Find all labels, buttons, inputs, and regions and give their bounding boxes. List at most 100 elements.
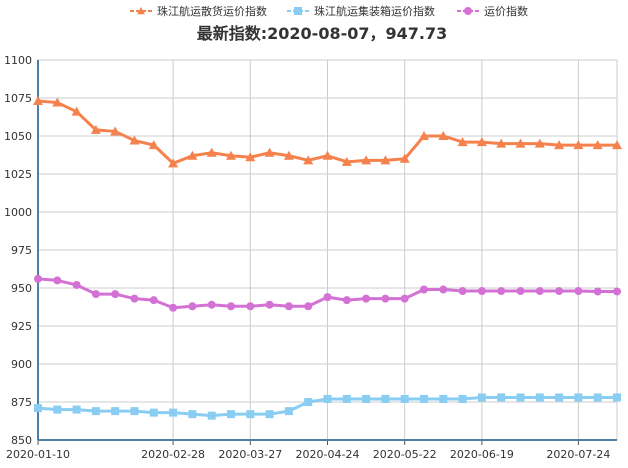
data-point xyxy=(304,302,313,311)
data-point xyxy=(168,158,179,168)
y-tick-label: 1075 xyxy=(4,92,32,105)
data-point xyxy=(284,407,293,416)
data-point xyxy=(381,294,390,303)
data-point xyxy=(188,410,197,419)
y-tick-label: 850 xyxy=(11,434,32,447)
data-point xyxy=(458,287,467,296)
legend-label: 珠江航运集装箱运价指数 xyxy=(314,4,435,18)
data-point xyxy=(137,7,145,15)
legend-item[interactable]: 运价指数 xyxy=(457,4,528,18)
data-point xyxy=(457,137,468,147)
y-tick-label: 900 xyxy=(11,358,32,371)
series xyxy=(34,393,621,420)
legend: 珠江航运散货运价指数 珠江航运集装箱运价指数 运价指数 xyxy=(130,4,528,18)
data-point xyxy=(129,135,140,145)
data-point xyxy=(362,394,371,403)
data-point xyxy=(188,302,197,311)
data-point xyxy=(555,393,564,402)
data-point xyxy=(399,153,410,163)
data-point xyxy=(323,394,332,403)
data-point xyxy=(593,393,602,402)
data-point xyxy=(206,147,217,157)
data-point xyxy=(130,407,139,416)
data-point xyxy=(341,156,352,166)
data-point xyxy=(342,296,351,305)
data-point xyxy=(554,140,565,150)
data-point xyxy=(149,408,158,417)
data-point xyxy=(303,155,314,165)
data-point xyxy=(400,394,409,403)
data-point xyxy=(419,131,429,140)
data-point xyxy=(592,140,603,150)
chart-title: 最新指数:2020-08-07，947.73 xyxy=(197,24,448,43)
y-tick-label: 975 xyxy=(11,244,32,257)
data-point xyxy=(34,404,42,413)
data-point xyxy=(477,393,486,402)
x-tick-label: 2020-07-24 xyxy=(546,448,610,461)
data-point xyxy=(130,294,139,303)
data-point xyxy=(380,155,391,165)
data-point xyxy=(497,287,506,296)
data-point xyxy=(464,7,472,15)
data-point xyxy=(516,393,525,402)
data-point xyxy=(207,300,216,309)
data-point xyxy=(420,285,428,294)
legend-label: 珠江航运散货运价指数 xyxy=(157,4,267,18)
data-point xyxy=(613,393,621,402)
data-point xyxy=(573,140,584,150)
y-tick-label: 950 xyxy=(11,282,32,295)
data-point xyxy=(169,303,178,312)
data-point xyxy=(33,96,43,106)
data-point xyxy=(284,302,293,311)
data-point xyxy=(361,155,372,165)
legend-item[interactable]: 珠江航运集装箱运价指数 xyxy=(287,4,435,18)
data-point xyxy=(612,140,622,150)
data-point xyxy=(111,290,120,299)
data-point xyxy=(52,97,63,107)
x-tick-label: 2020-02-28 xyxy=(141,448,205,461)
y-tick-label: 1000 xyxy=(4,206,32,219)
x-tick-label: 2020-03-27 xyxy=(218,448,282,461)
data-point xyxy=(187,150,198,160)
data-point xyxy=(264,147,275,157)
data-point xyxy=(246,410,255,419)
y-tick-label: 875 xyxy=(11,396,32,409)
data-point xyxy=(400,294,409,303)
data-point xyxy=(496,138,507,148)
data-point xyxy=(227,410,235,419)
x-tick-label: 2020-04-24 xyxy=(296,448,360,461)
data-point xyxy=(555,287,564,296)
data-point xyxy=(439,394,448,403)
data-point xyxy=(381,394,390,403)
data-point xyxy=(149,296,158,305)
data-point xyxy=(265,300,274,309)
data-point xyxy=(593,287,602,296)
data-point xyxy=(294,7,302,15)
data-point xyxy=(613,287,621,296)
data-point xyxy=(439,285,448,294)
data-point xyxy=(458,394,467,403)
data-point xyxy=(497,393,506,402)
grid-lines xyxy=(37,59,618,441)
y-tick-label: 1050 xyxy=(4,130,32,143)
x-tick-label: 2020-05-22 xyxy=(373,448,437,461)
y-tick-label: 925 xyxy=(11,320,32,333)
legend-item[interactable]: 珠江航运散货运价指数 xyxy=(130,4,267,18)
data-point xyxy=(91,407,100,416)
data-point xyxy=(342,394,351,403)
series xyxy=(34,274,621,312)
data-point xyxy=(34,274,42,283)
data-point xyxy=(476,137,487,147)
data-point xyxy=(90,124,101,134)
data-point xyxy=(477,287,486,296)
data-point xyxy=(574,287,583,296)
data-point xyxy=(111,407,120,416)
y-tick-label: 1025 xyxy=(4,168,32,181)
data-point xyxy=(226,150,236,160)
data-point xyxy=(362,294,371,303)
x-tick-label: 2020-06-19 xyxy=(450,448,514,461)
data-point xyxy=(535,393,544,402)
data-point xyxy=(516,287,525,296)
data-point xyxy=(420,394,428,403)
data-point xyxy=(323,293,332,302)
